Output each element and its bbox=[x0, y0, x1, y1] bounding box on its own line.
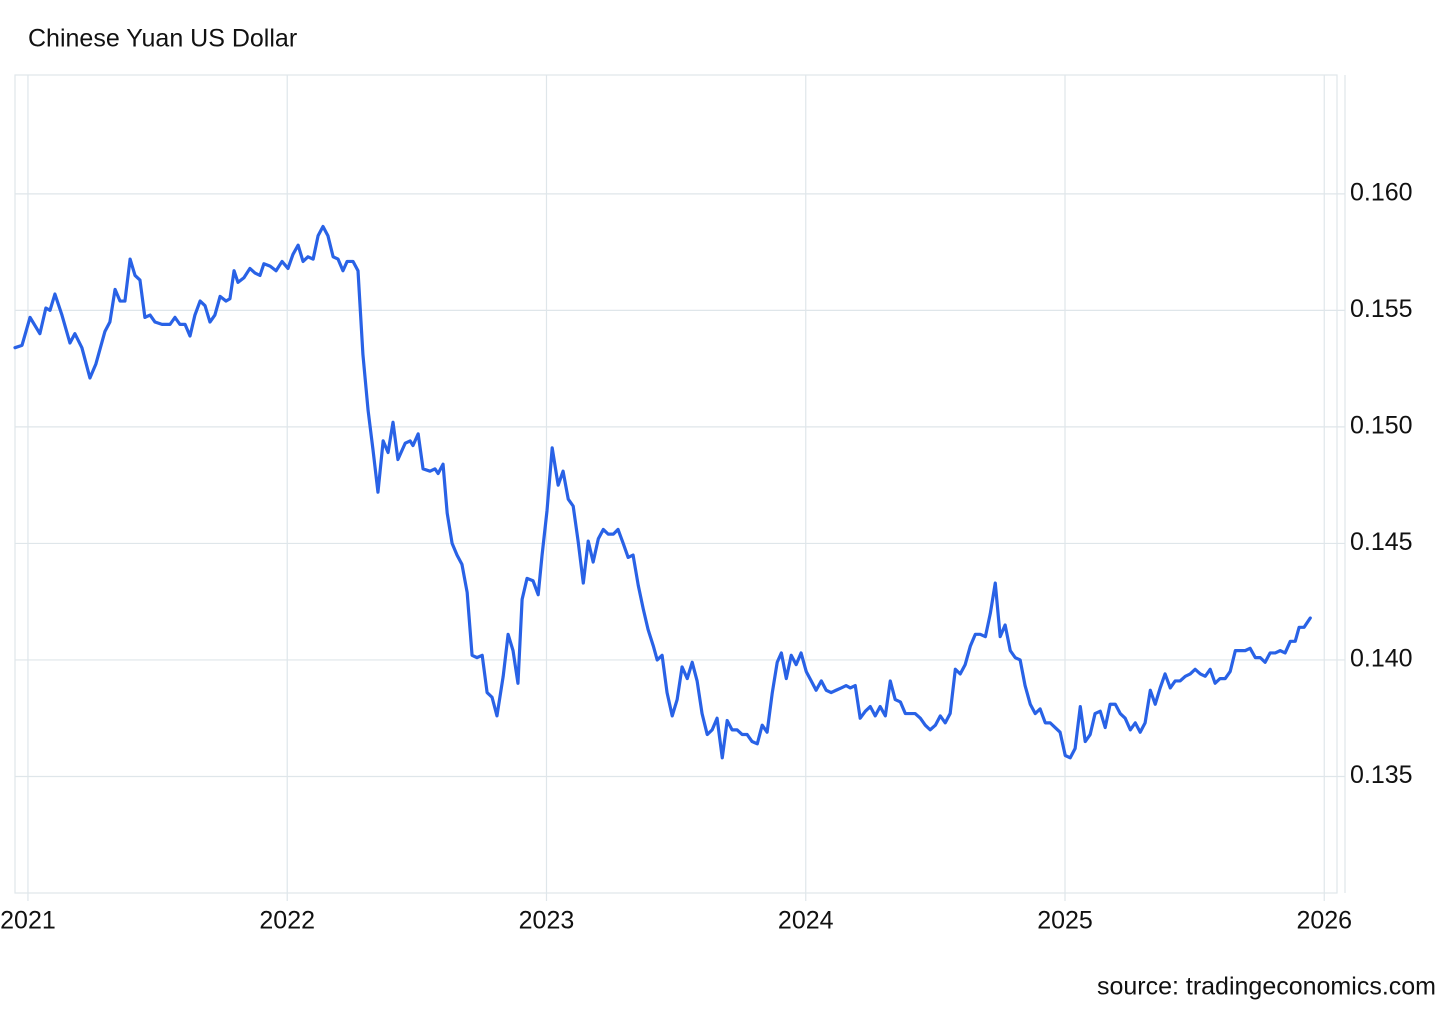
y-tick-label: 0.160 bbox=[1350, 178, 1413, 206]
y-tick-label: 0.150 bbox=[1350, 412, 1413, 440]
data-line bbox=[13, 224, 1312, 760]
y-tick-label: 0.140 bbox=[1350, 645, 1413, 673]
x-tick-label: 2025 bbox=[1037, 907, 1093, 935]
x-tick-label: 2023 bbox=[519, 907, 575, 935]
x-tick-label: 2022 bbox=[259, 907, 315, 935]
x-tick-label: 2021 bbox=[0, 907, 56, 935]
x-tick-label: 2026 bbox=[1296, 907, 1352, 935]
y-tick-label: 0.135 bbox=[1350, 761, 1413, 789]
source-note: source: tradingeconomics.com bbox=[1097, 973, 1436, 1001]
x-tick-label: 2024 bbox=[778, 907, 834, 935]
plot-frame bbox=[14, 74, 1338, 894]
chart-title: Chinese Yuan US Dollar bbox=[28, 25, 297, 53]
y-tick-label: 0.145 bbox=[1350, 528, 1413, 556]
y-tick-label: 0.155 bbox=[1350, 295, 1413, 323]
